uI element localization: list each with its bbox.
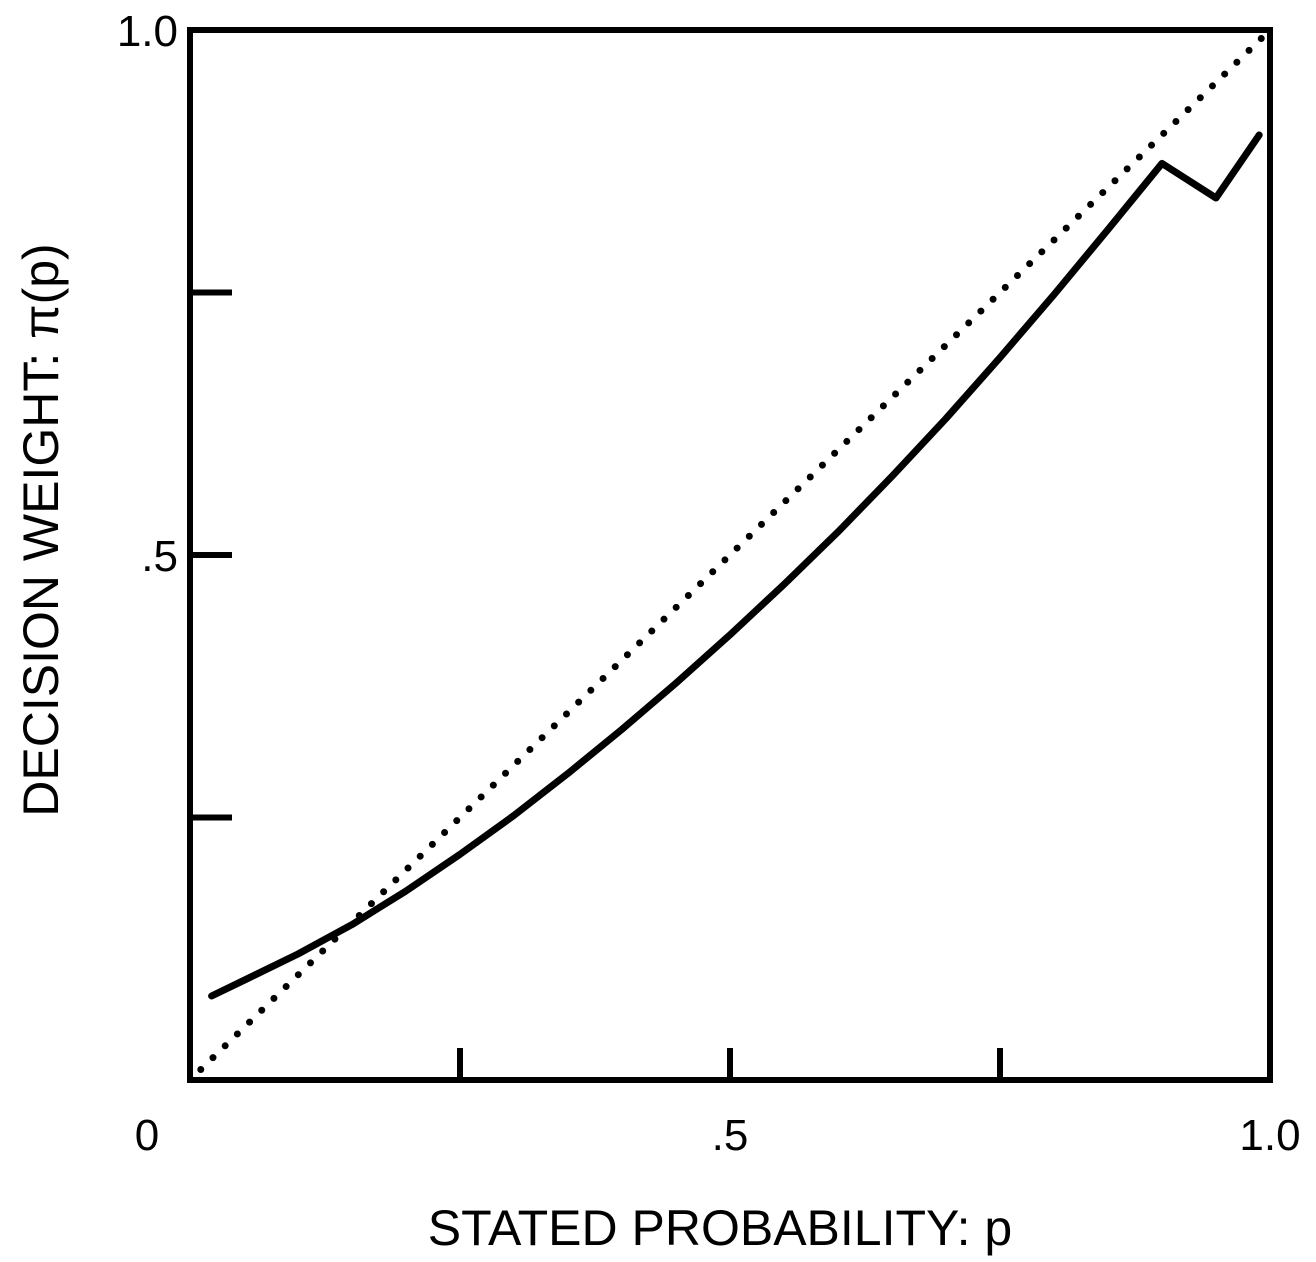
x-tick-label-0: 0 [135,1111,159,1160]
y-tick-label-1: 1.0 [117,7,178,56]
x-tick-label-1: .5 [712,1111,749,1160]
decision-weight-curve [208,131,1263,1000]
axis-ticks [190,289,1003,1080]
x-tick-label-2: 1.0 [1239,1111,1300,1160]
y-axis-label: DECISION WEIGHT: π(p) [13,243,69,816]
y-tick-label-0: .5 [141,532,178,581]
tick-labels: 0 .5 1.0 .5 1.0 [117,7,1301,1160]
series-layer [197,26,1274,1073]
x-axis-label: STATED PROBABILITY: p [428,1200,1012,1256]
identity-line-dotted [197,26,1274,1073]
